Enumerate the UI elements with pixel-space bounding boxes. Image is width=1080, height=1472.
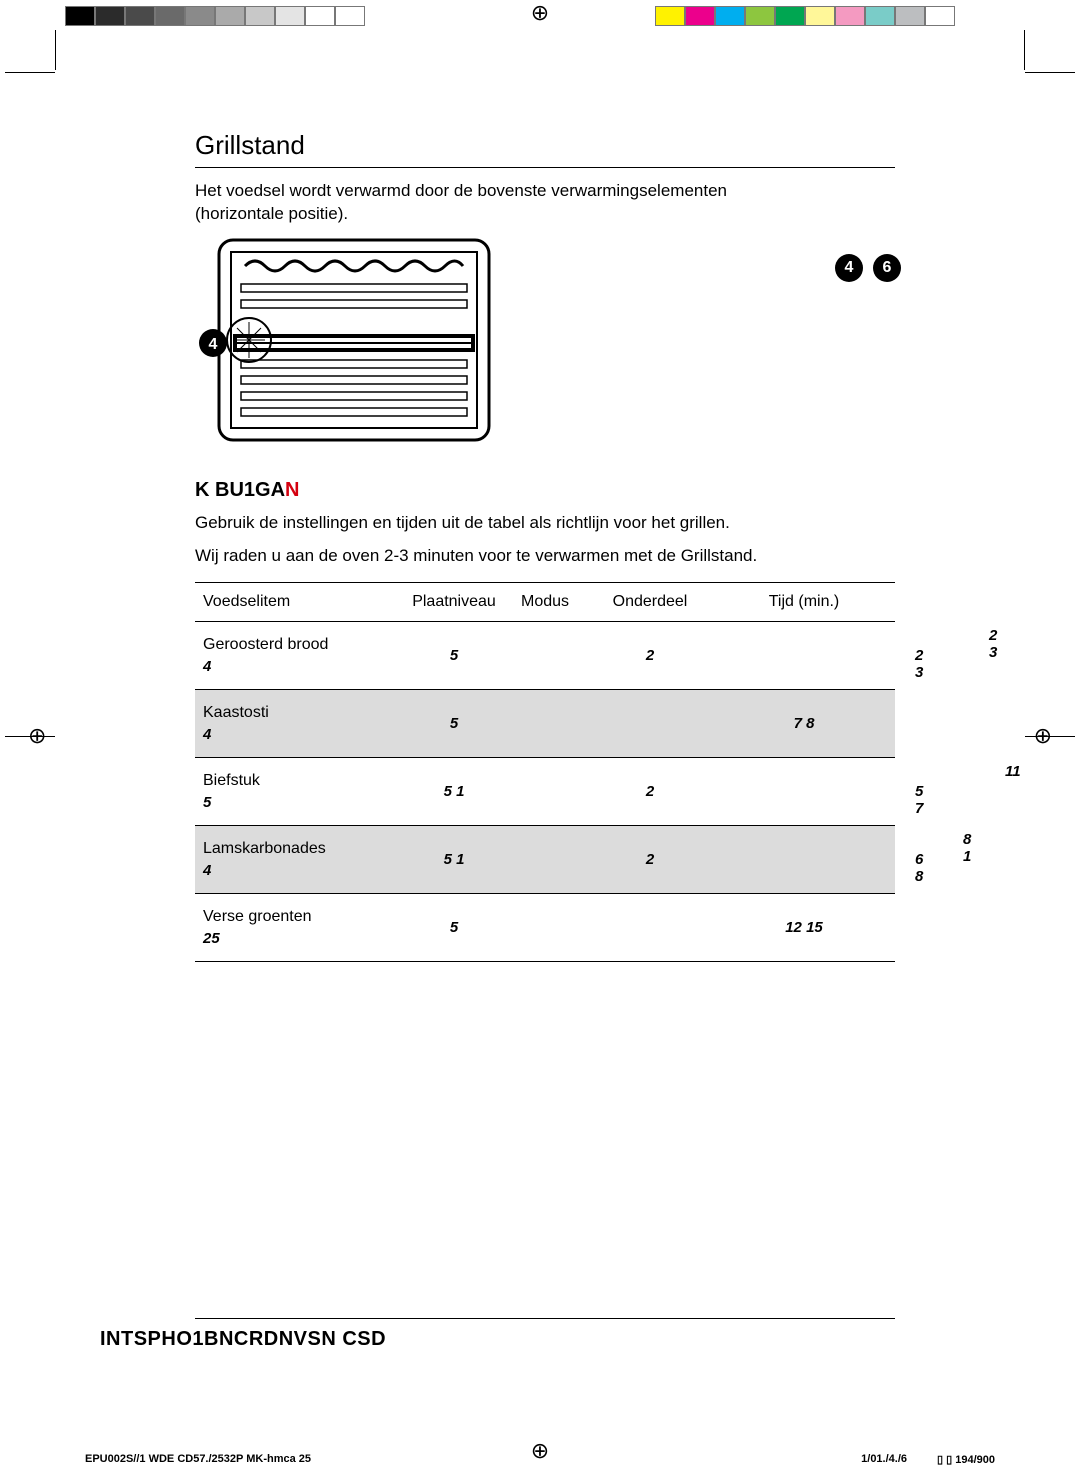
- trim-mark: [1024, 30, 1025, 70]
- grill-table: Voedselitem Plaatniveau Modus Onderdeel …: [195, 582, 895, 962]
- cell-level: 5: [405, 689, 503, 757]
- cell-mode: [503, 825, 587, 893]
- cell-part: 2: [587, 757, 713, 825]
- th-food: Voedselitem: [195, 582, 405, 621]
- intro-line2: (horizontale positie).: [195, 204, 348, 223]
- th-mode: Modus: [503, 582, 587, 621]
- table-row: Verse groenten255 12 15: [195, 893, 895, 961]
- intro-text: Het voedsel wordt verwarmd door de boven…: [195, 180, 895, 226]
- imprint-right: ▯ ▯ 194/900: [937, 1453, 995, 1466]
- cell-part: 2: [587, 825, 713, 893]
- extra-time-value: 11: [1005, 763, 1021, 780]
- cell-time: [713, 757, 895, 825]
- table-row: Biefstuk55 1 2: [195, 757, 895, 825]
- subhead-red: N: [285, 479, 299, 501]
- imprint-mid: 1/01./4./6: [861, 1453, 907, 1466]
- trim-mark: [55, 30, 56, 70]
- oven-illustration: 4: [195, 236, 495, 451]
- cell-level: 5: [405, 621, 503, 689]
- cell-food: Lamskarbonades4: [195, 825, 405, 893]
- extra-time-value: 5 7: [915, 783, 923, 817]
- badge-pair: 4 6: [835, 254, 901, 282]
- cell-time: 7 8: [713, 689, 895, 757]
- extra-time-value: 8 1: [963, 831, 971, 865]
- subhead-prefix: K: [195, 479, 215, 501]
- intro-line1: Het voedsel wordt verwarmd door de boven…: [195, 181, 727, 200]
- cell-food: Kaastosti4: [195, 689, 405, 757]
- cell-time: [713, 621, 895, 689]
- table-header-row: Voedselitem Plaatniveau Modus Onderdeel …: [195, 582, 895, 621]
- cell-level: 5 1: [405, 757, 503, 825]
- footer-rule: [195, 1318, 895, 1319]
- imprint-left: EPU002S//1 WDE CD57./2532P MK-hmca 25: [85, 1453, 311, 1466]
- cell-part: 2: [587, 621, 713, 689]
- para1: Gebruik de instellingen en tijden uit de…: [195, 512, 895, 535]
- table-wrap: Voedselitem Plaatniveau Modus Onderdeel …: [195, 582, 895, 962]
- trim-mark: [1025, 736, 1075, 737]
- cell-mode: [503, 893, 587, 961]
- cell-mode: [503, 621, 587, 689]
- extra-time-value: 6 8: [915, 851, 923, 885]
- extra-time-value: 2 3: [989, 627, 997, 661]
- trim-mark: [1025, 72, 1075, 73]
- section-title: Grillstand: [195, 130, 895, 168]
- cell-level: 5 1: [405, 825, 503, 893]
- footer-text: INTSPHO1BNCRDNVSN CSD: [100, 1328, 386, 1351]
- cell-part: [587, 893, 713, 961]
- oven-svg: 4: [195, 236, 495, 446]
- table-row: Geroosterd brood45 2: [195, 621, 895, 689]
- cell-mode: [503, 689, 587, 757]
- registration-mark-top: ⊕: [531, 0, 549, 26]
- cell-mode: [503, 757, 587, 825]
- subhead-mid: BU1GA: [215, 479, 285, 501]
- cell-time: [713, 825, 895, 893]
- trim-mark: [5, 736, 55, 737]
- extra-time-value: 2 3: [915, 647, 923, 681]
- badge-4: 4: [835, 254, 863, 282]
- cell-part: [587, 689, 713, 757]
- cell-food: Biefstuk5: [195, 757, 405, 825]
- th-time: Tijd (min.): [713, 582, 895, 621]
- imprint: EPU002S//1 WDE CD57./2532P MK-hmca 25 1/…: [85, 1453, 995, 1466]
- cell-food: Verse groenten25: [195, 893, 405, 961]
- oven-level-label: 4: [209, 336, 218, 353]
- th-level: Plaatniveau: [405, 582, 503, 621]
- cell-time: 12 15: [713, 893, 895, 961]
- colorbar-left: [65, 6, 365, 26]
- badge-6: 6: [873, 254, 901, 282]
- table-row: Lamskarbonades45 1 2: [195, 825, 895, 893]
- cell-level: 5: [405, 893, 503, 961]
- cell-food: Geroosterd brood4: [195, 621, 405, 689]
- para2: Wij raden u aan de oven 2-3 minuten voor…: [195, 545, 895, 568]
- subheading: K BU1GAN: [195, 479, 895, 502]
- colorbar-right: [655, 6, 955, 26]
- page-content: Grillstand Het voedsel wordt verwarmd do…: [195, 130, 895, 962]
- trim-mark: [5, 72, 55, 73]
- th-part: Onderdeel: [587, 582, 713, 621]
- table-row: Kaastosti45 7 8: [195, 689, 895, 757]
- table-body: Geroosterd brood452Kaastosti457 8Biefstu…: [195, 621, 895, 961]
